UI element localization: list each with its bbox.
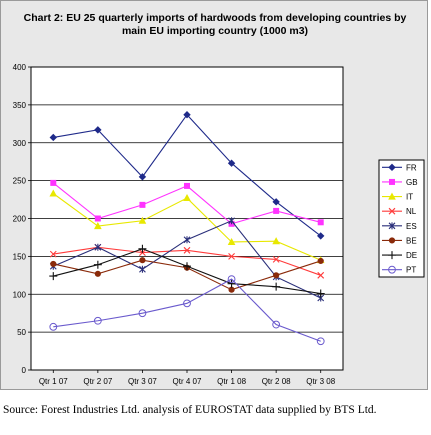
data-point-pt bbox=[272, 320, 281, 329]
legend-label-be: BE bbox=[406, 236, 417, 245]
x-tick-label: Qtr 4 07 bbox=[173, 377, 202, 386]
data-point-it bbox=[227, 237, 236, 245]
data-point-gb bbox=[273, 207, 280, 214]
data-point-es bbox=[94, 243, 102, 251]
data-point-be bbox=[317, 257, 324, 265]
data-point-de bbox=[316, 289, 325, 298]
y-tick-label: 250 bbox=[13, 177, 27, 186]
data-point-be bbox=[139, 257, 146, 264]
legend-label-pt: PT bbox=[406, 266, 416, 275]
data-point-de bbox=[93, 260, 102, 269]
y-tick-label: 350 bbox=[13, 101, 27, 110]
legend-label-it: IT bbox=[406, 193, 413, 202]
x-tick-label: Qtr 2 07 bbox=[83, 377, 112, 386]
data-point-de bbox=[272, 282, 281, 291]
data-point-it bbox=[183, 194, 191, 202]
data-point-es bbox=[228, 217, 235, 225]
data-point-es bbox=[139, 265, 146, 273]
data-point-fr bbox=[94, 126, 102, 134]
y-tick-label: 100 bbox=[13, 290, 27, 299]
legend-box bbox=[378, 159, 425, 278]
x-tick-label: Qtr 3 07 bbox=[128, 377, 157, 386]
data-point-nl bbox=[317, 271, 325, 279]
legend-marker-es bbox=[388, 222, 396, 230]
legend-label-es: ES bbox=[406, 222, 417, 231]
legend-marker-gb bbox=[389, 178, 395, 185]
chart-title: Chart 2: EU 25 quarterly imports of hard… bbox=[23, 12, 407, 37]
data-point-pt bbox=[227, 275, 236, 284]
data-point-gb bbox=[50, 179, 57, 186]
data-point-nl bbox=[183, 246, 191, 254]
legend-label-nl: NL bbox=[406, 207, 417, 216]
data-point-it bbox=[94, 222, 102, 230]
y-tick-label: 0 bbox=[22, 366, 27, 375]
x-tick-label: Qtr 1 08 bbox=[217, 377, 246, 386]
data-point-be bbox=[273, 272, 280, 279]
y-tick-label: 400 bbox=[13, 63, 27, 72]
y-tick-label: 50 bbox=[17, 328, 26, 337]
data-point-es bbox=[183, 236, 191, 244]
data-point-de bbox=[227, 279, 236, 288]
data-point-nl bbox=[228, 252, 235, 260]
x-tick-label: Qtr 3 08 bbox=[306, 377, 335, 386]
data-point-fr bbox=[183, 111, 191, 119]
data-point-it bbox=[49, 189, 58, 197]
data-point-pt bbox=[316, 337, 325, 346]
data-point-pt bbox=[93, 316, 102, 325]
data-point-pt bbox=[49, 322, 58, 331]
data-point-fr bbox=[49, 133, 57, 142]
data-point-gb bbox=[317, 219, 324, 226]
legend-marker-nl bbox=[388, 207, 396, 215]
legend-label-fr: FR bbox=[406, 163, 417, 172]
data-point-be bbox=[94, 270, 101, 277]
data-point-pt bbox=[183, 299, 191, 308]
data-point-de bbox=[49, 272, 58, 281]
data-point-fr bbox=[227, 159, 236, 167]
legend-marker-it bbox=[388, 192, 396, 200]
data-point-nl bbox=[49, 250, 57, 258]
x-tick-label: Qtr 2 08 bbox=[262, 377, 291, 386]
data-point-de bbox=[183, 262, 191, 271]
data-point-pt bbox=[138, 309, 147, 318]
data-point-gb bbox=[94, 215, 101, 222]
data-point-gb bbox=[139, 201, 146, 208]
line-chart: 0 50 100 150 200 250 300 350 400 Qtr 1 07 Qtr 2 07… bbox=[13, 63, 425, 386]
data-point-fr bbox=[138, 173, 147, 181]
y-tick-label: 200 bbox=[13, 215, 27, 224]
y-tick-label: 150 bbox=[13, 252, 27, 261]
legend-marker-be bbox=[388, 237, 396, 244]
source-note: Source: Forest Industries Ltd. analysis … bbox=[3, 404, 377, 416]
data-point-gb bbox=[184, 182, 190, 189]
legend-label-gb: GB bbox=[406, 178, 418, 187]
series-line-pt bbox=[53, 278, 321, 342]
data-point-fr bbox=[317, 232, 325, 240]
legend-marker-fr bbox=[388, 163, 396, 172]
legend-marker-pt bbox=[388, 265, 396, 274]
data-point-it bbox=[272, 237, 280, 245]
data-point-it bbox=[138, 216, 147, 224]
data-point-be bbox=[228, 286, 235, 293]
y-tick-label: 300 bbox=[13, 139, 27, 148]
data-point-de bbox=[138, 244, 147, 253]
data-point-nl bbox=[272, 256, 280, 263]
data-point-be bbox=[50, 260, 57, 268]
legend-marker-de bbox=[388, 251, 396, 260]
data-point-fr bbox=[272, 198, 280, 206]
x-tick-label: Qtr 1 07 bbox=[39, 377, 68, 386]
legend-label-de: DE bbox=[406, 251, 417, 260]
